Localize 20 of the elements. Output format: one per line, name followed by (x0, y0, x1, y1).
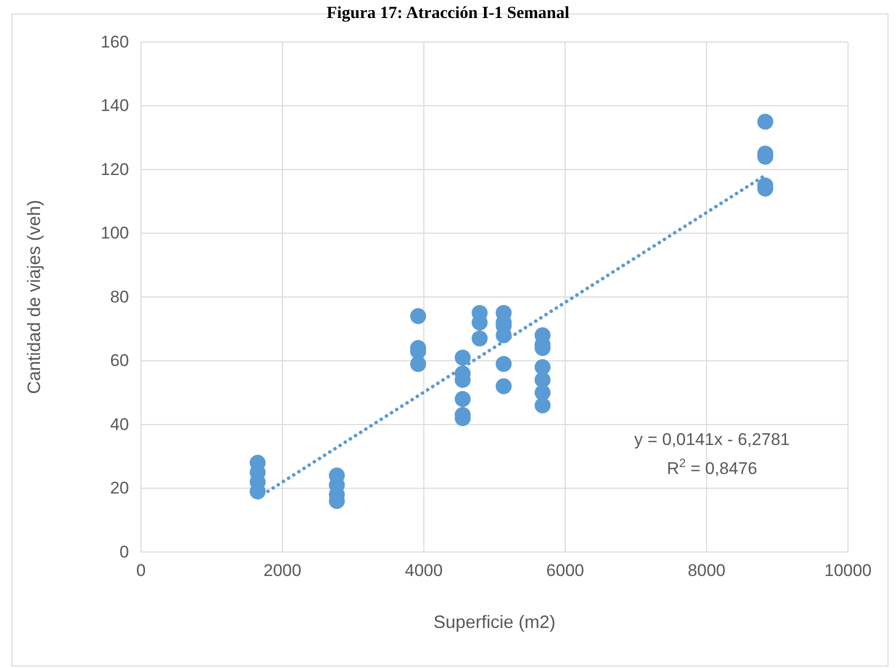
x-tick-label: 4000 (404, 561, 443, 580)
annotation: R$^{2}$ = 0,8476 (666, 456, 758, 478)
x-tick-label: 0 (136, 561, 146, 580)
y-tick-label: 80 (110, 287, 129, 306)
y-tick-label: 40 (110, 414, 129, 434)
y-tick-label: 100 (100, 224, 129, 243)
y-tick-label: 60 (110, 351, 129, 370)
y-tick-label: 160 (100, 32, 129, 52)
annotation: y = 0,0141x - 6,2781 (634, 430, 790, 449)
chart-title: Figura 17: Atracción I-1 Semanal (326, 3, 570, 22)
x-tick-label: 2000 (263, 561, 302, 580)
x-tick-label: 10000 (824, 561, 872, 580)
y-tick-label: 20 (110, 478, 129, 498)
y-tick-label: 120 (100, 160, 129, 179)
y-tick-label: 0 (120, 542, 129, 562)
x-tick-label: 8000 (688, 561, 726, 580)
x-tick-label: 6000 (546, 561, 584, 580)
y-axis-title: Cantidad de viajes (veh) (24, 200, 44, 394)
y-tick-label: 140 (100, 96, 129, 116)
x-axis-title: Superficie (m2) (433, 612, 556, 632)
